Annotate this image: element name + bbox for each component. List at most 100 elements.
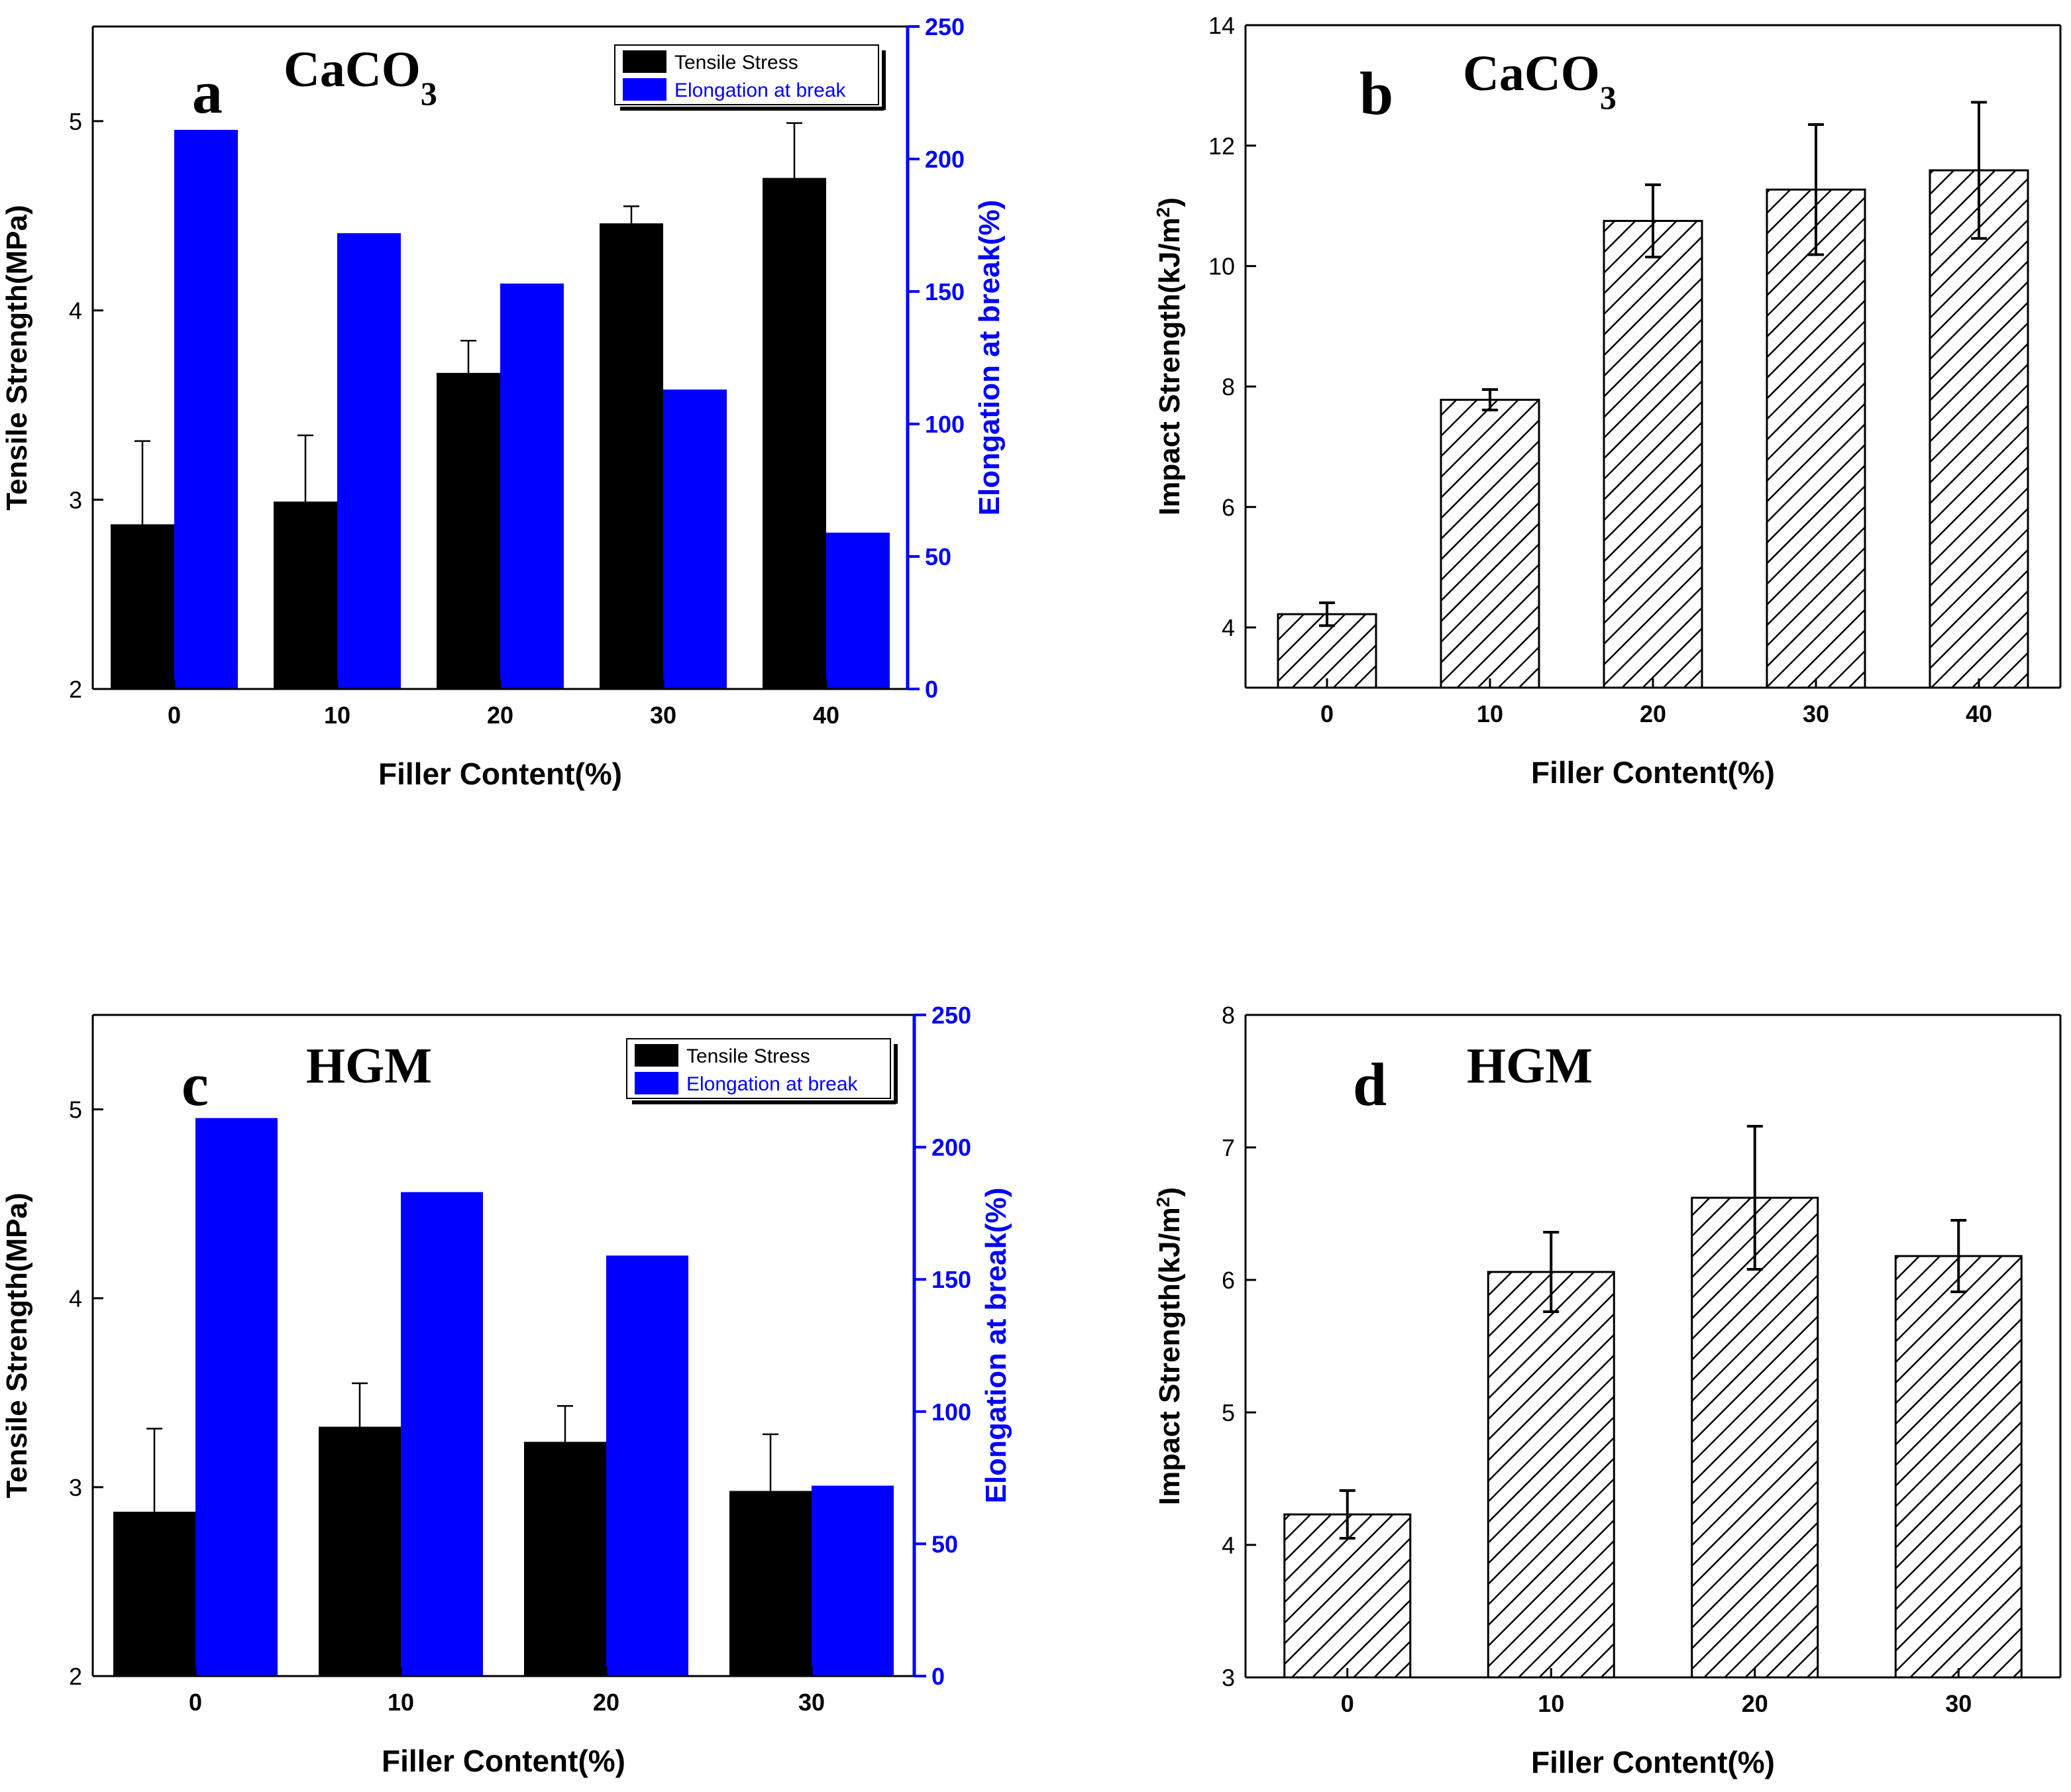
panel-material: CaCO3 xyxy=(284,42,437,112)
impact-bar-30 xyxy=(1894,1255,2023,1679)
y-tick-label-5: 5 xyxy=(69,1096,82,1124)
y-axis-title: Tensile Strength(MPa) xyxy=(1,1192,33,1498)
panel-letter: b xyxy=(1359,60,1393,127)
y-tick-label-6: 6 xyxy=(1222,494,1235,521)
y-axis-title-main: Tensile Strength(MPa) xyxy=(1,1192,33,1498)
legend-swatch-1 xyxy=(635,1072,678,1094)
tensile-bar-10 xyxy=(319,1426,401,1676)
impact-bar-10 xyxy=(1440,398,1540,689)
x-tick-label-40: 40 xyxy=(813,702,839,729)
x-tick-label-30: 30 xyxy=(1945,1690,1972,1717)
impact-bar-10 xyxy=(1487,1271,1615,1679)
y-tick-label-8: 8 xyxy=(1222,373,1235,400)
elongation-bar-0 xyxy=(174,130,238,689)
panel-material-formula: CaCO xyxy=(284,42,421,97)
impact-bar-20 xyxy=(1603,219,1703,689)
panel-b-chart: 0 10 20 30 40 4 6 8 10 12 14 Filler Content(%) Impac… xyxy=(1153,12,2062,790)
y2-tick-label-0: 0 xyxy=(925,676,938,703)
x-tick-label-30: 30 xyxy=(650,702,676,729)
y-axis-title-end: ) xyxy=(1153,197,1186,207)
y-axis-title-superscript: 2 xyxy=(1153,207,1173,218)
elongation-bar-30 xyxy=(812,1485,894,1676)
y-tick-label-14: 14 xyxy=(1208,12,1235,39)
tensile-bar-30 xyxy=(729,1491,812,1676)
y-axis-title: Impact Strength(kJ/m2) xyxy=(1153,197,1187,515)
y-tick-label-4: 4 xyxy=(69,1285,82,1312)
y-axis-title-superscript: 2 xyxy=(1153,1197,1173,1208)
x-tick-label-20: 20 xyxy=(487,702,513,729)
y2-tick-label-200: 200 xyxy=(931,1134,971,1161)
y-tick-label-5: 5 xyxy=(1222,1399,1235,1426)
elongation-bar-10 xyxy=(337,233,401,689)
panel-material-subscript: 3 xyxy=(421,75,437,112)
y-axis-title: Tensile Strength(MPa) xyxy=(1,205,33,510)
x-tick-label-0: 0 xyxy=(168,702,181,729)
x-tick-label-40: 40 xyxy=(1966,700,1992,727)
x-tick-label-10: 10 xyxy=(324,702,350,729)
panel-material: HGM xyxy=(1467,1038,1593,1094)
tensile-bar-40 xyxy=(763,178,826,690)
impact-bar-40 xyxy=(1929,169,2029,689)
y2-tick-label-100: 100 xyxy=(931,1398,971,1426)
y-tick-label-4: 4 xyxy=(1222,1532,1235,1559)
legend-label-0: Tensile Stress xyxy=(674,52,798,74)
panel-letter: d xyxy=(1353,1051,1387,1118)
y-tick-label-3: 3 xyxy=(69,486,82,513)
y-tick-label-2: 2 xyxy=(69,1663,82,1690)
y2-tick-label-250: 250 xyxy=(931,1002,971,1029)
y-tick-label-4: 4 xyxy=(69,297,82,325)
x-axis-title: Filler Content(%) xyxy=(1531,1745,1775,1779)
panel-letter: a xyxy=(192,58,223,126)
y-axis-title-main: Impact Strength(kJ/m xyxy=(1153,1207,1186,1505)
y-tick-label-7: 7 xyxy=(1222,1134,1235,1161)
legend-swatch-0 xyxy=(635,1044,678,1067)
y2-tick-label-0: 0 xyxy=(931,1663,945,1690)
y-tick-label-8: 8 xyxy=(1222,1002,1235,1029)
x-tick-label-10: 10 xyxy=(1477,700,1503,727)
x-axis-title: Filler Content(%) xyxy=(1531,755,1775,790)
panel-material-formula: HGM xyxy=(1467,1038,1593,1094)
tensile-bar-30 xyxy=(600,223,663,690)
y2-tick-label-100: 100 xyxy=(925,411,965,438)
y2-tick-label-150: 150 xyxy=(925,278,965,305)
y2-axis-title: Elongation at break(%) xyxy=(980,1188,1012,1504)
y-tick-label-6: 6 xyxy=(1222,1267,1235,1294)
y-tick-label-4: 4 xyxy=(1222,614,1235,641)
y-tick-label-10: 10 xyxy=(1208,253,1235,280)
y-axis-title-end: ) xyxy=(1153,1187,1186,1197)
x-tick-label-20: 20 xyxy=(1640,700,1666,727)
panel-material-subscript: 3 xyxy=(1600,79,1617,116)
elongation-bar-30 xyxy=(663,390,727,689)
panel-material: HGM xyxy=(306,1038,432,1094)
impact-bar-20 xyxy=(1691,1196,1819,1679)
y2-tick-label-250: 250 xyxy=(925,13,965,40)
y2-tick-label-150: 150 xyxy=(931,1266,971,1293)
tensile-bar-10 xyxy=(274,501,337,689)
elongation-bar-0 xyxy=(195,1118,278,1676)
x-tick-label-10: 10 xyxy=(388,1689,414,1716)
x-tick-label-0: 0 xyxy=(1320,700,1334,727)
x-tick-label-0: 0 xyxy=(1341,1690,1354,1717)
legend-swatch-1 xyxy=(623,78,666,101)
panel-material: CaCO3 xyxy=(1463,46,1617,116)
x-tick-label-20: 20 xyxy=(593,1689,619,1716)
panel-letter: c xyxy=(182,1051,209,1118)
legend-label-1: Elongation at break xyxy=(686,1073,859,1095)
y-tick-label-3: 3 xyxy=(1222,1664,1235,1691)
elongation-bar-10 xyxy=(401,1192,483,1676)
y-axis-title-main: Tensile Strength(MPa) xyxy=(1,205,33,510)
y-axis-title: Impact Strength(kJ/m2) xyxy=(1153,1187,1187,1505)
legend-label-0: Tensile Stress xyxy=(686,1045,810,1067)
tensile-bar-0 xyxy=(111,524,174,689)
y-tick-label-2: 2 xyxy=(69,676,82,703)
y-tick-label-3: 3 xyxy=(69,1474,82,1501)
tensile-bar-0 xyxy=(113,1511,195,1676)
y2-axis-title: Elongation at break(%) xyxy=(973,200,1006,516)
legend-swatch-0 xyxy=(623,50,666,73)
y-tick-label-12: 12 xyxy=(1208,132,1235,160)
x-tick-label-30: 30 xyxy=(1803,700,1829,727)
elongation-bar-20 xyxy=(606,1255,688,1676)
